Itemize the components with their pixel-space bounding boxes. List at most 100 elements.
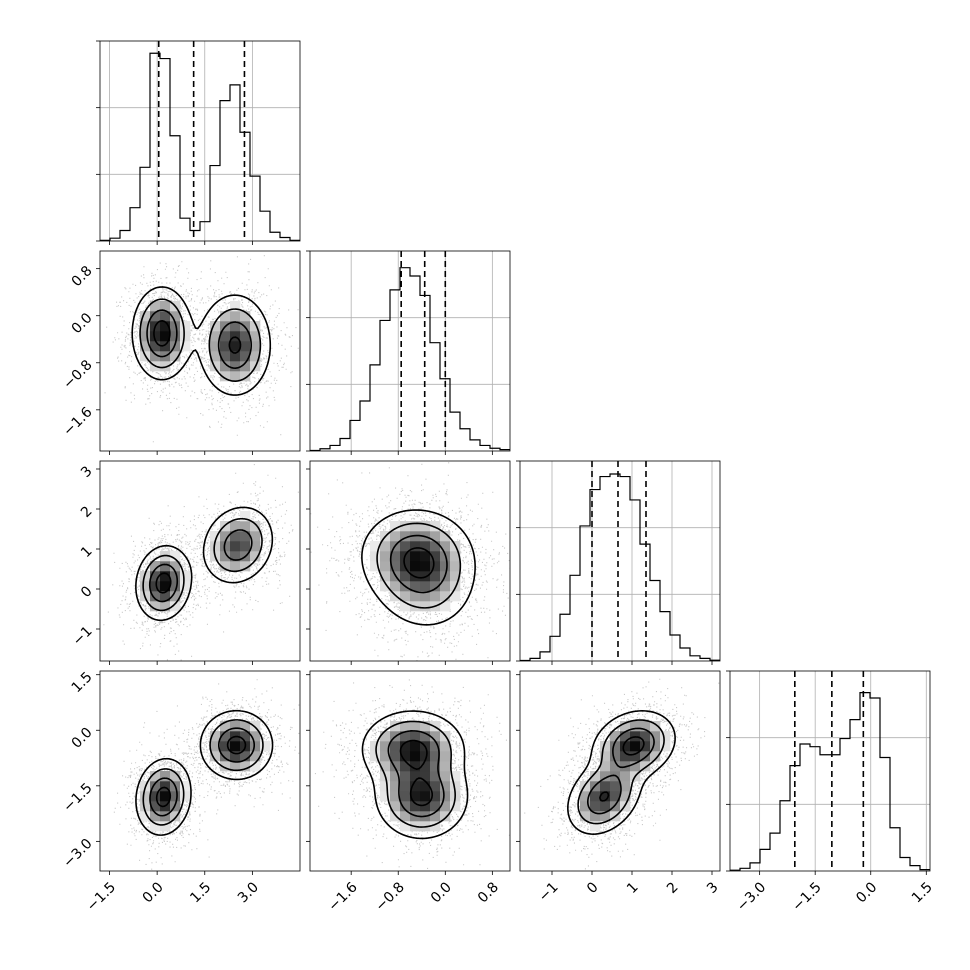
- density-cell-1-3-13-9: [440, 771, 451, 782]
- x-tick-label-1-3: 0.8: [475, 879, 502, 906]
- pair-frame-0-1: [99, 250, 301, 452]
- density-cell-2-3-8-12: [600, 741, 611, 752]
- density-cell-2-3-8-10: [600, 761, 611, 772]
- density-cell-1-3-9-9: [400, 771, 411, 782]
- density-cell-2-3-8-5: [600, 811, 611, 822]
- density-cell-1-3-13-6: [440, 801, 451, 812]
- density-cell-0-1-14-9: [240, 351, 251, 362]
- histogram-panel-1: [306, 250, 511, 455]
- density-cell-0-3-5-9: [150, 771, 161, 782]
- density-cell-0-2-14-11: [240, 541, 251, 552]
- density-cell-1-2-13-12: [440, 531, 451, 542]
- y-tick-label-1-0: −1.6: [60, 404, 95, 439]
- density-cell-0-3-14-14: [240, 721, 251, 732]
- density-cell-0-1-7-13: [170, 311, 181, 322]
- density-cell-0-2-13-9: [230, 561, 241, 572]
- density-cell-1-3-12-6: [430, 801, 441, 812]
- density-cell-0-2-5-5: [150, 601, 161, 612]
- density-cell-0-3-7-5: [170, 811, 181, 822]
- density-cell-1-3-12-12: [430, 741, 441, 752]
- density-cell-1-3-11-7: [420, 791, 431, 802]
- density-cell-0-1-14-7: [240, 371, 251, 382]
- density-cell-1-2-10-13: [410, 521, 421, 532]
- density-cell-0-3-6-7: [160, 791, 171, 802]
- density-cell-1-2-6-11: [370, 541, 381, 552]
- density-cell-1-2-11-6: [420, 591, 431, 602]
- density-cell-0-1-11-9: [210, 351, 221, 362]
- density-cell-1-2-13-5: [440, 601, 451, 612]
- pair-frame-1-3: [309, 670, 511, 872]
- density-cell-1-3-7-10: [380, 761, 391, 772]
- density-cell-0-1-12-10: [220, 341, 231, 352]
- density-cell-1-3-11-9: [420, 771, 431, 782]
- density-cell-0-1-13-11: [230, 331, 241, 342]
- density-cell-0-1-4-13: [140, 311, 151, 322]
- density-cell-2-3-14-12: [660, 741, 671, 752]
- x-tick-label-2-4: 3: [704, 879, 722, 897]
- density-cell-0-2-15-13: [250, 521, 261, 532]
- density-cell-0-2-15-12: [250, 531, 261, 542]
- density-cell-0-3-4-6: [140, 801, 151, 812]
- density-cell-0-3-5-7: [150, 791, 161, 802]
- density-cell-0-1-13-14: [230, 301, 241, 312]
- density-cell-0-3-8-7: [180, 791, 191, 802]
- density-cell-1-2-9-8: [400, 571, 411, 582]
- density-cell-1-3-11-13: [420, 731, 431, 742]
- density-cell-1-3-13-11: [440, 751, 451, 762]
- y-tick-label-2-3: 2: [78, 503, 96, 521]
- contour-level-1-2-3: [403, 547, 435, 579]
- density-cell-0-1-13-12: [230, 321, 241, 332]
- density-cell-1-2-11-8: [420, 571, 431, 582]
- density-cell-0-2-8-8: [180, 571, 191, 582]
- density-cell-1-3-12-7: [430, 791, 441, 802]
- density-cell-0-3-11-13: [210, 731, 221, 742]
- density-cell-0-3-13-11: [230, 751, 241, 762]
- density-cell-0-3-12-14: [220, 721, 231, 732]
- density-cell-0-1-4-11: [140, 331, 151, 342]
- density-cell-2-3-7-5: [590, 811, 601, 822]
- density-cell-2-3-10-12: [620, 741, 631, 752]
- y-tick-label-1-1: −0.8: [60, 357, 95, 392]
- x-tick-label-0-1: 0.0: [140, 879, 167, 906]
- density-cell-1-3-7-8: [380, 781, 391, 792]
- density-cell-0-2-8-7: [180, 581, 191, 592]
- density-cell-0-2-12-10: [220, 551, 231, 562]
- density-cell-2-3-6-5: [580, 811, 591, 822]
- density-cell-1-3-9-5: [400, 811, 411, 822]
- density-cell-0-1-15-10: [250, 341, 261, 352]
- density-cell-1-3-12-8: [430, 781, 441, 792]
- density-cell-1-3-12-13: [430, 731, 441, 742]
- contour-level-0-2-3: [155, 572, 172, 594]
- contour-level-1-2-0: [361, 509, 476, 626]
- density-cell-0-2-14-12: [240, 531, 251, 542]
- density-cell-0-3-14-13: [240, 731, 251, 742]
- density-cell-0-2-7-10: [170, 551, 181, 562]
- density-cell-1-2-7-7: [380, 581, 391, 592]
- density-cell-1-3-7-11: [380, 751, 391, 762]
- density-cell-0-1-12-13: [220, 311, 231, 322]
- density-cell-1-3-9-13: [400, 731, 411, 742]
- density-cell-1-2-12-10: [430, 551, 441, 562]
- density-cell-2-3-9-7: [610, 791, 621, 802]
- density-cell-0-2-11-11: [210, 541, 221, 552]
- density-cell-1-3-10-12: [410, 741, 421, 752]
- contour-level-0-1-2: [146, 309, 253, 369]
- pair-panel-1-2: [306, 460, 511, 665]
- density-cell-1-2-11-13: [420, 521, 431, 532]
- x-tick-label-2-2: 1: [624, 879, 642, 897]
- contour-level-1-2-2: [389, 534, 448, 594]
- density-cell-2-3-10-11: [620, 751, 631, 762]
- density-cell-1-3-8-6: [390, 801, 401, 812]
- x-tick-label-0-0: −1.5: [84, 879, 119, 914]
- density-cell-0-3-6-5: [160, 811, 171, 822]
- density-cell-1-2-10-11: [410, 541, 421, 552]
- x-tick-label-3-0: −3.0: [734, 879, 769, 914]
- density-cell-2-3-13-14: [650, 721, 661, 732]
- density-cell-1-2-6-10: [370, 551, 381, 562]
- density-cell-1-2-8-10: [390, 551, 401, 562]
- density-cell-1-2-11-11: [420, 541, 431, 552]
- density-cell-0-2-11-12: [210, 531, 221, 542]
- contour-level-2-3-2: [586, 727, 655, 815]
- density-cell-1-3-9-8: [400, 781, 411, 792]
- density-cell-0-1-5-9: [150, 351, 161, 362]
